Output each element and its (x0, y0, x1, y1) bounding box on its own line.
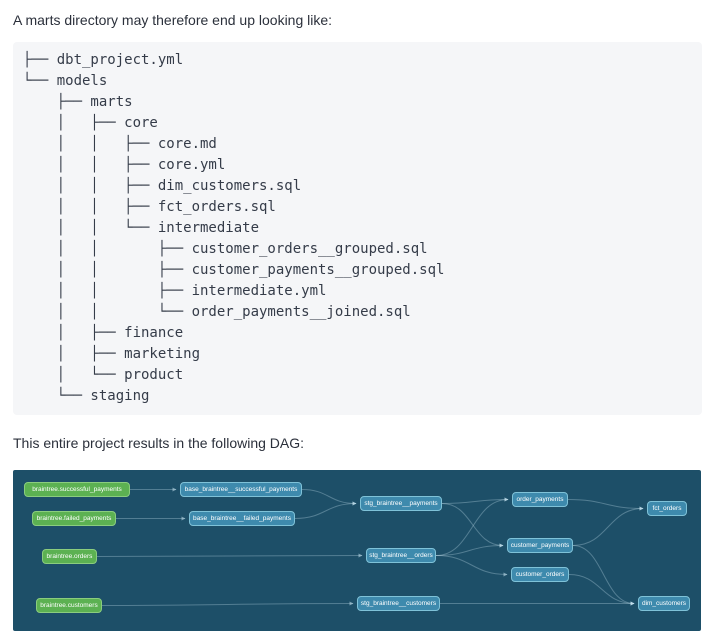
dag-intro-paragraph: This entire project results in the follo… (13, 435, 305, 451)
dag-edge-base_successful_payments-to-stg_payments (301, 489, 357, 506)
dag-node-src_failed_payments: braintree.failed_payments (32, 511, 116, 526)
dag-edge-order_payments-to-fct_orders (567, 499, 644, 511)
dag-node-stg_orders: stg_braintree__orders (366, 548, 436, 563)
dag-edge-stg_orders-to-order_payments (435, 497, 509, 556)
dag-image: braintree.successful_payments base_braint… (13, 470, 701, 631)
dag-edge-stg_orders-to-customer_payments (435, 543, 504, 556)
dag-edge-stg_orders-to-customer_orders (435, 555, 508, 577)
dag-edges (96, 487, 644, 606)
dag-node-src_orders: braintree.orders (42, 549, 97, 564)
dag-node-stg_customers: stg_braintree__customers (357, 596, 440, 611)
dag-edge-customer_payments-to-fct_orders (572, 506, 644, 546)
dag-node-base_successful_payments: base_braintree__successful_payments (180, 482, 302, 497)
dag-node-src_customers: braintree.customers (36, 598, 102, 613)
dag-edge-src_orders-to-stg_orders (96, 553, 363, 558)
dag-node-order_payments: order_payments (512, 492, 568, 507)
dag-node-dim_customers: dim_customers (638, 596, 690, 611)
dag-node-base_failed_payments: base_braintree__failed_payments (189, 511, 295, 526)
dag-node-customer_orders: customer_orders (511, 567, 569, 582)
directory-tree: ├── dbt_project.yml └── models ├── marts… (13, 42, 702, 415)
dag-node-src_successful_payments: braintree.successful_payments (24, 482, 130, 497)
dag-edge-customer_payments-to-dim_customers (572, 545, 635, 606)
dag-edge-src_customers-to-stg_customers (101, 601, 354, 606)
dag-node-fct_orders: fct_orders (647, 501, 687, 516)
dag-node-customer_payments: customer_payments (507, 538, 573, 553)
dag-node-stg_payments: stg_braintree__payments (360, 496, 442, 511)
dag-edge-customer_orders-to-dim_customers (568, 574, 635, 606)
dag-edge-stg_payments-to-order_payments (441, 497, 509, 504)
dag-edge-stg_payments-to-customer_payments (441, 503, 504, 548)
dag-edge-base_failed_payments-to-stg_payments (294, 501, 357, 519)
intro-paragraph: A marts directory may therefore end up l… (13, 12, 333, 28)
